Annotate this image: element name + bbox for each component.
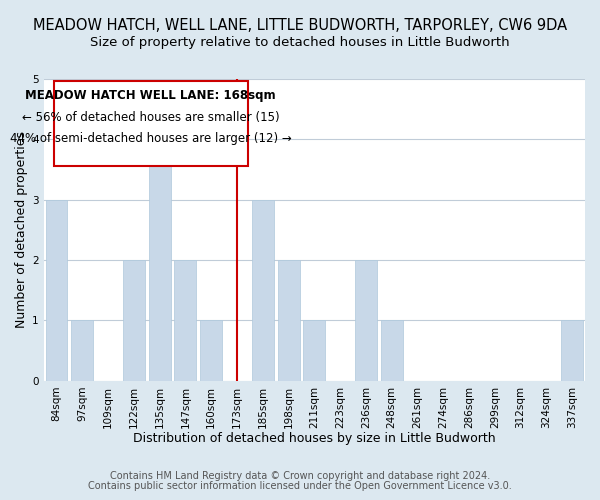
Text: Contains public sector information licensed under the Open Government Licence v3: Contains public sector information licen… xyxy=(88,481,512,491)
Bar xyxy=(252,200,274,381)
Bar xyxy=(561,320,583,381)
Text: MEADOW HATCH, WELL LANE, LITTLE BUDWORTH, TARPORLEY, CW6 9DA: MEADOW HATCH, WELL LANE, LITTLE BUDWORTH… xyxy=(33,18,567,32)
Bar xyxy=(123,260,145,381)
Text: Size of property relative to detached houses in Little Budworth: Size of property relative to detached ho… xyxy=(90,36,510,49)
Bar xyxy=(71,320,93,381)
Text: Contains HM Land Registry data © Crown copyright and database right 2024.: Contains HM Land Registry data © Crown c… xyxy=(110,471,490,481)
Bar xyxy=(149,140,170,381)
Bar xyxy=(200,320,222,381)
Text: MEADOW HATCH WELL LANE: 168sqm: MEADOW HATCH WELL LANE: 168sqm xyxy=(25,89,276,102)
Text: 44% of semi-detached houses are larger (12) →: 44% of semi-detached houses are larger (… xyxy=(10,132,292,145)
Y-axis label: Number of detached properties: Number of detached properties xyxy=(15,132,28,328)
Bar xyxy=(304,320,325,381)
Bar xyxy=(381,320,403,381)
Text: ← 56% of detached houses are smaller (15): ← 56% of detached houses are smaller (15… xyxy=(22,111,280,124)
Bar xyxy=(175,260,196,381)
Bar xyxy=(278,260,299,381)
Bar xyxy=(46,200,67,381)
X-axis label: Distribution of detached houses by size in Little Budworth: Distribution of detached houses by size … xyxy=(133,432,496,445)
Bar xyxy=(355,260,377,381)
